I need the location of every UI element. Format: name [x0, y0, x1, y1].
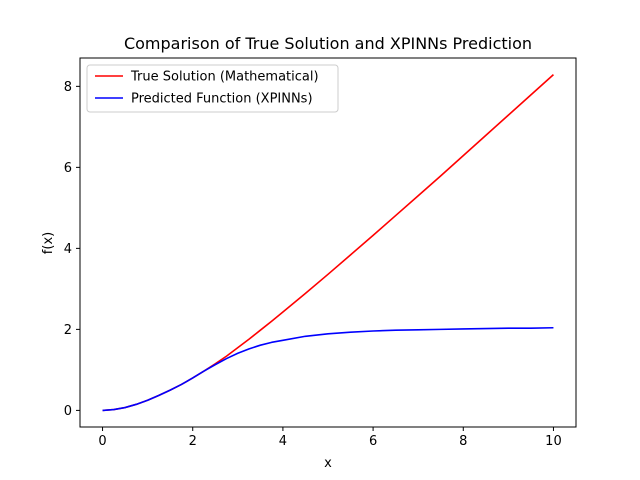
x-tick-label: 6 [369, 434, 377, 449]
x-axis-ticks: 0 2 4 6 8 10 [98, 427, 562, 449]
x-tick-label: 4 [279, 434, 287, 449]
y-tick-label: 8 [64, 80, 72, 95]
series-line-predicted-function [102, 326, 554, 412]
legend-box [86, 64, 339, 113]
legend: True Solution (Mathematical) Predicted Fu… [86, 64, 339, 113]
y-tick-label: 0 [64, 404, 72, 419]
axes-frame [79, 57, 577, 428]
x-tick-label: 10 [545, 434, 562, 449]
y-tick-label: 2 [64, 323, 72, 338]
series-layer [102, 74, 554, 412]
y-axis-ticks: 0 2 4 6 8 [64, 80, 80, 419]
plot-area: 0 2 4 6 8 10 0 2 4 6 8 [64, 57, 577, 449]
y-axis-label: f(x) [41, 232, 56, 254]
y-tick-label: 4 [64, 242, 72, 257]
legend-entry-label: Predicted Function (XPINNs) [131, 92, 313, 107]
x-axis-label: x [324, 456, 332, 471]
x-tick-label: 2 [189, 434, 197, 449]
chart-title: Comparison of True Solution and XPINNs P… [124, 34, 532, 53]
x-tick-label: 8 [459, 434, 467, 449]
x-tick-label: 0 [98, 434, 106, 449]
legend-entry-label: True Solution (Mathematical) [130, 70, 319, 85]
y-tick-label: 6 [64, 161, 72, 176]
